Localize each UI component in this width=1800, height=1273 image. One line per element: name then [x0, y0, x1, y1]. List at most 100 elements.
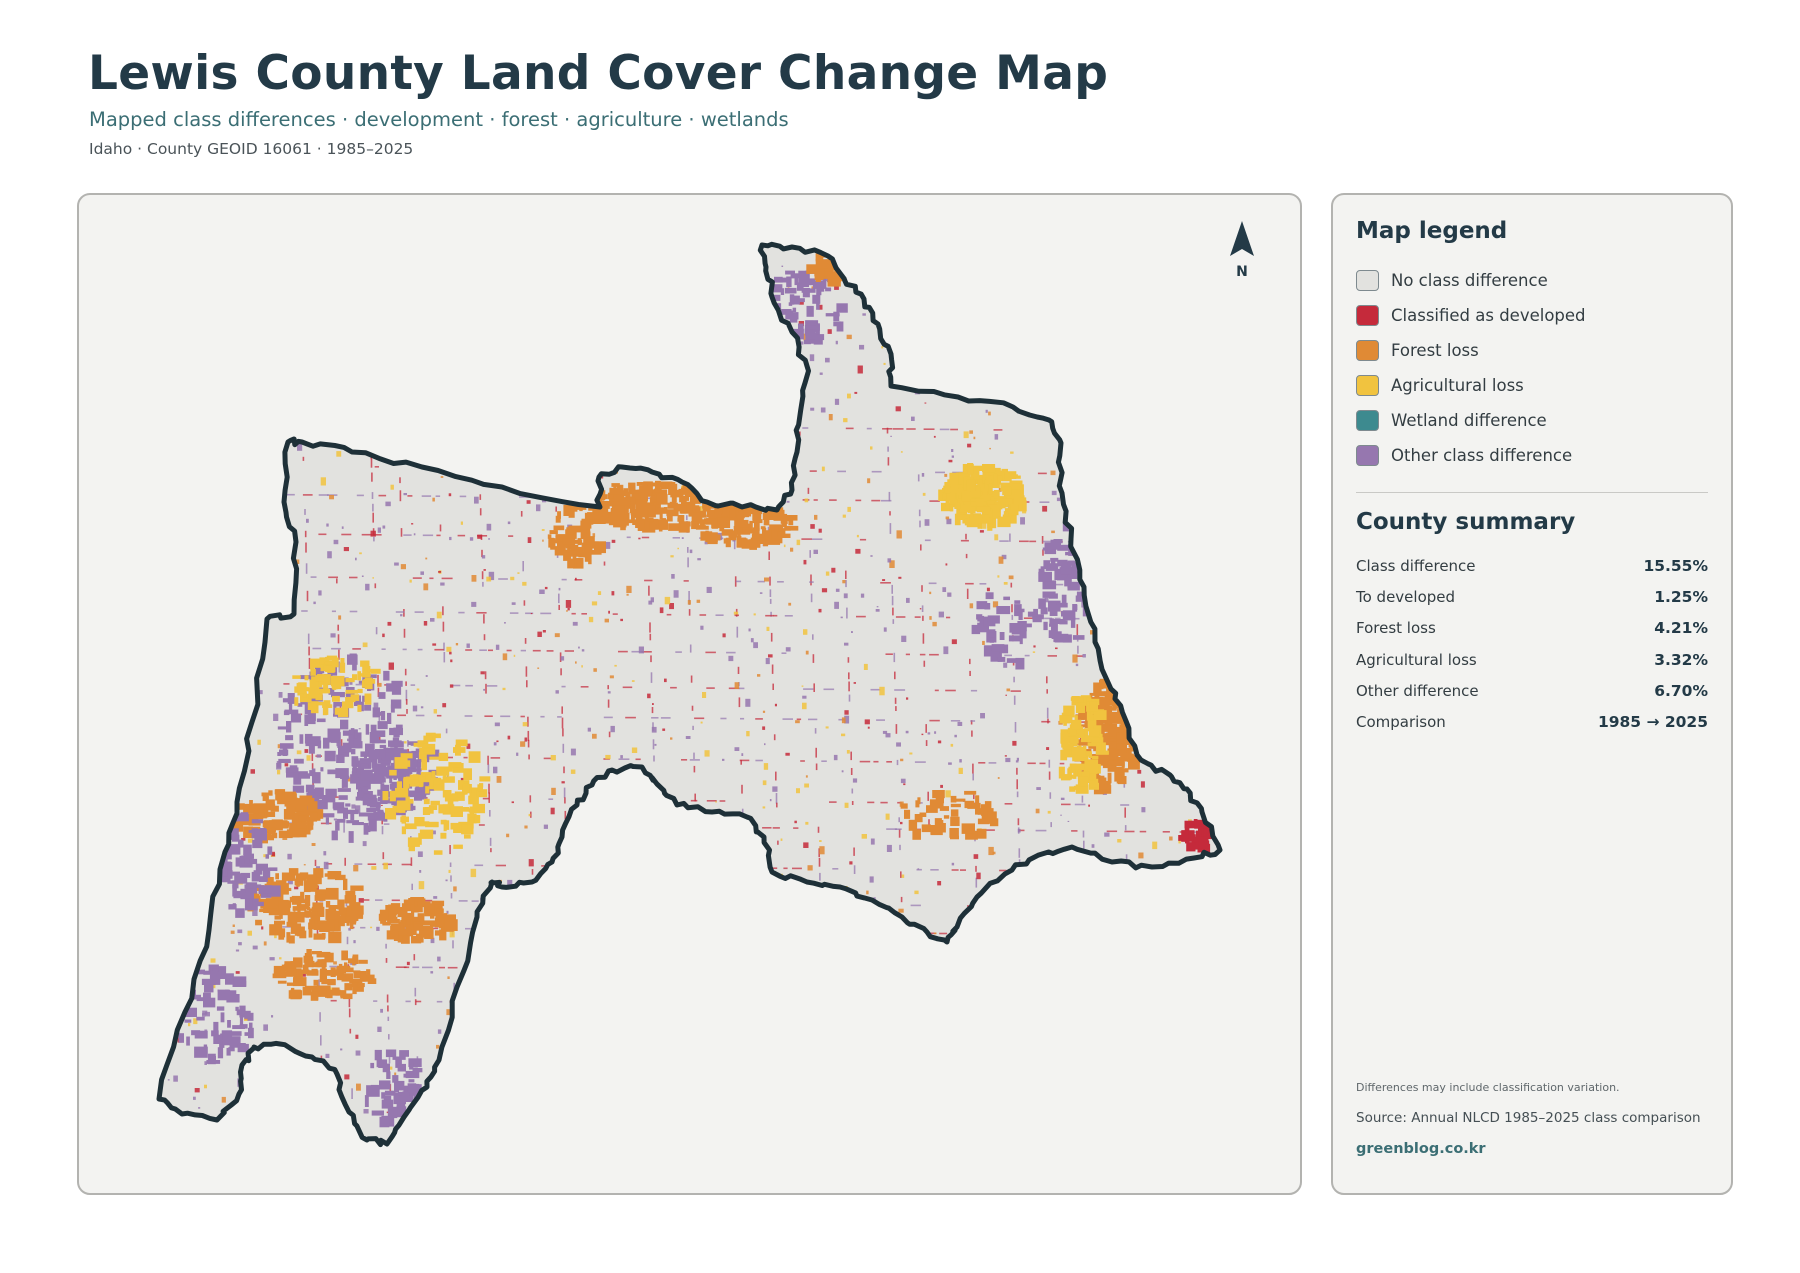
other-change-patch	[1075, 541, 1082, 548]
change-speck	[382, 633, 385, 638]
change-speck	[1152, 648, 1156, 650]
road-segment	[748, 1038, 751, 1049]
map-panel[interactable]	[77, 193, 1302, 1195]
road-segment	[625, 716, 636, 719]
agricultural-loss-patch	[319, 657, 330, 666]
change-speck	[202, 1013, 206, 1017]
change-speck	[805, 775, 808, 778]
change-speck	[544, 410, 549, 416]
road-segment	[1158, 1008, 1168, 1010]
change-speck	[425, 557, 428, 560]
other-change-patch	[287, 693, 295, 704]
change-speck	[1169, 1068, 1173, 1070]
change-speck	[715, 823, 720, 828]
road-segment	[343, 822, 345, 833]
change-speck	[1015, 760, 1019, 763]
forest-loss-patch	[312, 995, 319, 1001]
other-change-patch	[805, 320, 814, 326]
other-change-patch	[996, 606, 1011, 615]
road-segment	[784, 615, 793, 617]
county-map[interactable]	[79, 195, 1300, 1193]
change-speck	[988, 318, 990, 320]
change-speck	[486, 1005, 490, 1010]
forest-loss-patch	[980, 804, 991, 816]
forest-loss-patch	[695, 509, 700, 513]
change-speck	[869, 876, 874, 883]
change-speck	[837, 1010, 843, 1015]
road-segment	[943, 1006, 950, 1008]
forest-loss-patch	[263, 902, 270, 913]
classification-note: Differences may include classification v…	[1356, 1081, 1620, 1094]
change-speck	[1149, 267, 1154, 271]
change-speck	[722, 935, 728, 940]
forest-loss-patch	[270, 805, 279, 812]
change-speck	[284, 1124, 290, 1131]
forest-loss-patch	[741, 542, 752, 549]
road-segment	[336, 578, 338, 584]
change-speck	[926, 947, 931, 955]
other-change-patch	[248, 830, 255, 833]
developed-patch	[1185, 824, 1189, 830]
forest-loss-patch	[293, 968, 302, 977]
other-change-patch	[327, 769, 339, 775]
change-speck	[679, 1084, 682, 1087]
agricultural-loss-patch	[438, 752, 449, 761]
agricultural-loss-patch	[319, 688, 331, 694]
change-speck	[414, 402, 417, 404]
change-speck	[618, 1113, 622, 1117]
forest-loss-patch	[625, 491, 631, 502]
road-segment	[930, 869, 939, 871]
change-speck	[788, 950, 792, 954]
road-segment	[744, 898, 747, 909]
road-segment	[493, 965, 496, 974]
forest-loss-patch	[398, 931, 403, 942]
change-speck	[620, 618, 623, 622]
agricultural-loss-patch	[978, 515, 983, 520]
forest-loss-patch	[268, 834, 274, 841]
change-speck	[818, 304, 823, 310]
road-segment	[484, 715, 493, 717]
change-speck	[602, 354, 608, 359]
change-speck	[228, 590, 235, 594]
agricultural-loss-patch	[976, 514, 990, 524]
north-arrow: N	[1222, 220, 1262, 280]
change-speck	[498, 965, 501, 968]
road-segment	[493, 424, 503, 426]
other-change-patch	[377, 766, 390, 777]
road-segment	[1041, 536, 1044, 544]
road-segment	[871, 470, 882, 473]
forest-loss-patch	[1117, 690, 1124, 700]
credit-link[interactable]: greenblog.co.kr	[1356, 1141, 1486, 1157]
other-change-patch	[293, 772, 302, 785]
forest-loss-patch	[350, 918, 354, 930]
change-speck	[431, 296, 434, 300]
change-speck	[841, 770, 844, 773]
forest-loss-patch	[297, 899, 308, 904]
other-change-patch	[990, 651, 1002, 662]
forest-loss-patch	[737, 530, 741, 537]
change-speck	[254, 441, 260, 446]
road-segment	[812, 654, 815, 663]
change-speck	[912, 1050, 915, 1053]
road-segment	[1116, 548, 1119, 554]
change-speck	[1141, 671, 1147, 676]
change-speck	[377, 256, 380, 259]
road-segment	[649, 633, 652, 641]
other-change-patch	[251, 871, 261, 882]
road-segment	[500, 715, 511, 718]
change-speck	[237, 929, 243, 934]
road-segment	[337, 624, 339, 631]
road-segment	[680, 969, 690, 971]
change-speck	[486, 523, 492, 531]
change-speck	[376, 926, 380, 931]
change-speck	[662, 868, 666, 873]
forest-loss-patch	[237, 825, 243, 832]
change-speck	[665, 268, 669, 272]
road-segment	[1024, 1045, 1026, 1053]
change-speck	[1182, 1104, 1186, 1109]
forest-loss-patch	[1075, 714, 1085, 720]
road-segment	[616, 996, 619, 1001]
road-segment	[570, 1004, 572, 1011]
change-speck	[318, 354, 320, 356]
change-speck	[159, 385, 164, 394]
